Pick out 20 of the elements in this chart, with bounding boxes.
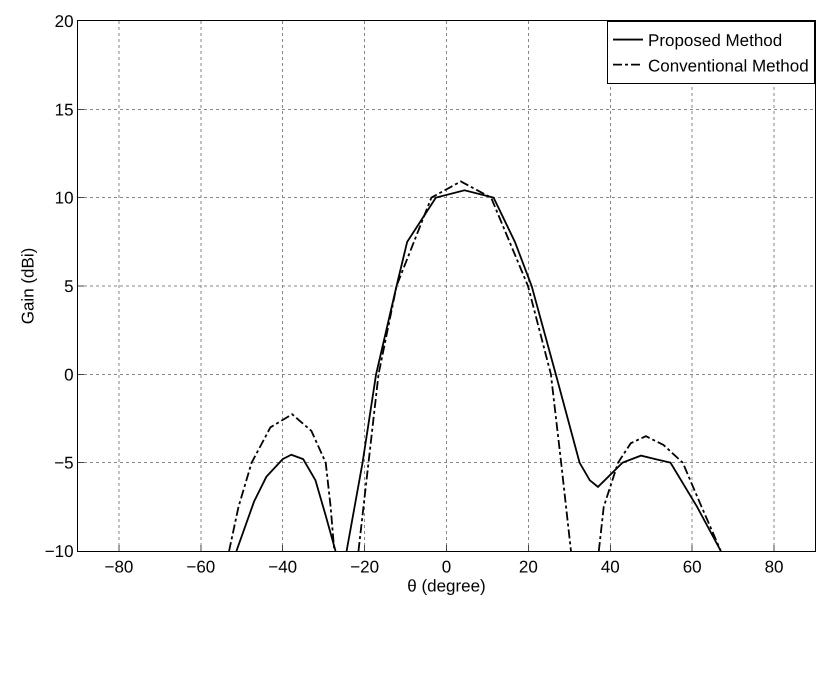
- x-axis-title: θ (degree): [407, 576, 486, 596]
- y-axis-title: Gain (dBi): [18, 248, 38, 324]
- x-tick-label: 60: [682, 557, 702, 576]
- x-tick-label: −20: [350, 557, 380, 576]
- x-tick-label: −80: [104, 557, 134, 576]
- x-tick-label: 0: [442, 557, 452, 576]
- y-tick-label: 20: [54, 12, 74, 31]
- y-tick-label: −5: [54, 454, 74, 473]
- legend-label: Conventional Method: [648, 56, 809, 76]
- x-tick-label: 40: [600, 557, 620, 576]
- x-tick-label: 20: [518, 557, 538, 576]
- y-tick-label: 0: [64, 365, 74, 384]
- legend-label: Proposed Method: [648, 31, 782, 50]
- x-tick-label: −40: [268, 557, 298, 576]
- y-tick-label: −10: [44, 542, 74, 561]
- x-tick-label: 80: [764, 557, 784, 576]
- y-tick-label: 15: [54, 100, 74, 120]
- x-tick-label: −60: [186, 557, 216, 576]
- y-tick-label: 5: [64, 276, 74, 296]
- y-tick-label: 10: [54, 188, 74, 208]
